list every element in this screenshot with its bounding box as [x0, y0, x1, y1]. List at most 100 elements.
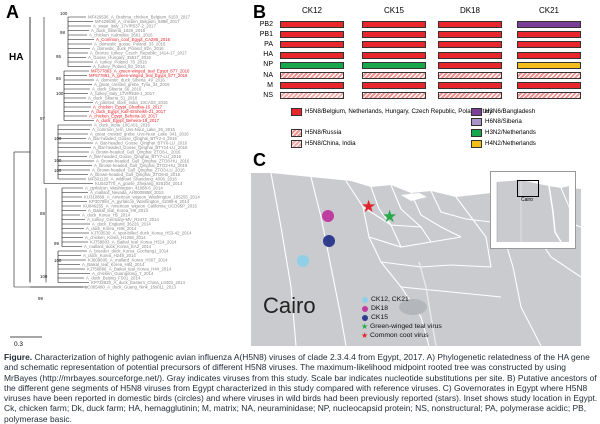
segment-bar-m: [517, 82, 581, 90]
tree-taxon-label: A_duck_England_36226_2014: [92, 222, 151, 227]
inset-city-label: Cairo: [521, 197, 533, 203]
star-common-coot: ★: [361, 197, 377, 216]
tree-taxon-label: A_turkey_Germany-MV_R2472_2014: [87, 217, 160, 222]
map-legend-row: CK12, CK21: [361, 295, 471, 304]
segment-row-label: NA: [263, 71, 273, 79]
segment-bar-np: [517, 61, 581, 69]
map-legend: CK12, CK21 DK18 CK15 ★ Green-winged teal vir…: [361, 295, 471, 340]
tree-taxon-label: A_painted_stork_India_10CA03_2016: [95, 100, 168, 105]
segment-legend-label: H6N8/Siberia: [485, 117, 522, 125]
segment-legend-swatch: [471, 129, 482, 137]
tree-taxon-label: KU310869_A_American_wigeon_Washington_19…: [84, 195, 200, 200]
tree-gene-label: HA: [9, 52, 23, 63]
segment-bar-pa: [438, 41, 502, 49]
tree-taxon-label: KU042770_A_goose_Zhejiang_925104_2014: [95, 181, 183, 186]
panel-a-label: A: [6, 2, 19, 22]
tree-branches: [13, 16, 94, 288]
segment-bar-na: [517, 72, 581, 79]
tree-taxon-label: KJ609600_A_mallard_Korea_H307_2014: [88, 258, 168, 263]
segment-bar-pa: [362, 41, 426, 49]
tree-taxon-label: A_swan_Italy_17VIR537-2_2017: [93, 24, 156, 29]
segment-bar-na: [280, 72, 344, 79]
tree-taxon-label: A_mallard_Nevada_AH0008958_2015: [90, 190, 164, 195]
caption-text: Characterization of highly pathogenic av…: [4, 352, 598, 424]
tree-bootstrap-label: 88: [40, 211, 45, 216]
tree-bootstrap-label: 99: [38, 296, 43, 301]
segment-legend-label: H4N2/Netherlands: [485, 139, 536, 147]
tree-bootstrap-label: 97: [40, 116, 45, 121]
segment-bar-ns: [438, 92, 502, 100]
tree-taxon-label: A_Baikal_teal_Korea_H9_2014: [88, 208, 149, 213]
tree-taxon-label: A_chicken_Kalmykia_2661_2016: [89, 33, 153, 38]
segment-bar-pb1: [280, 31, 344, 39]
segment-row-label: NP: [263, 61, 273, 69]
tree-taxon-label: MF429538_A_chicken_Belgium_5898_2017: [95, 19, 180, 24]
map-legend-label: Green-winged teal virus: [370, 323, 442, 330]
segment-legend-swatch: [471, 140, 482, 148]
tree-taxon-label: A_Bar-headed_Goose_Qinghai_BTY14-LU_2016: [93, 145, 188, 150]
tree-taxon-label: A_chicken_Egypt_Beheira-18_2017: [89, 114, 158, 119]
segment-bar-pb1: [362, 31, 426, 39]
tree-taxon-labels: MF429536_A_Brahma_chicken_Belgium_6153_2…: [82, 15, 200, 290]
tree-taxon-label: A_Brown-headed_Gull_Qinghai_ZTO6-L_2016: [91, 150, 181, 155]
segment-legend-label: H5N8/China, India: [305, 139, 356, 147]
segment-bar-pb1: [438, 31, 502, 39]
panel-b-label: B: [253, 2, 266, 22]
segment-bar-na: [438, 72, 502, 79]
tree-taxon-label: A_domestic_duck_Siberia_49_2016: [96, 78, 165, 83]
segment-bar-m: [280, 82, 344, 90]
segment-row-label: HA: [263, 51, 273, 59]
tree-taxon-label: A_chicken_Egypt_Gharbia-15_2017: [93, 105, 163, 110]
tree-taxon-label: A_Bar-headed_Goose_Qinghai_BTY6-LU_2016: [95, 141, 188, 146]
map-legend-row: DK18: [361, 304, 471, 313]
map-legend-label: CK15: [371, 314, 389, 321]
tree-bootstrap-label: 100: [54, 168, 62, 173]
egypt-inset-map: Cairo: [490, 171, 576, 249]
tree-taxon-label: MF601120_A_wildfowl_Shandong_4006_2016: [88, 177, 177, 182]
tree-taxon-label: A_Bar-headed_Goose_Qinghai_BTY2-4_2016: [88, 136, 177, 141]
tree-bootstrap-label: 95: [56, 54, 61, 59]
segment-bar-ha: [280, 51, 344, 59]
tree-taxon-label: A_duck_Korea_H249_2014: [83, 253, 136, 258]
tree-taxon-label: A_Goose_Hungary_35517_2016: [88, 55, 151, 60]
tree-taxon-label: A_Brown-headed_Gull_Qinghai_ZTO8-HU_2016: [96, 159, 190, 164]
segment-bar-pb2: [438, 21, 502, 28]
tree-taxon-label: A_gyrfalcon_Washington_41088-6_2014: [85, 186, 163, 191]
scale-bar-label: 0.3: [14, 341, 23, 348]
tree-taxon-label: A_great_crested_grebe_Tyva_34_2016: [94, 82, 170, 87]
tree-taxon-label: A_duck_Korea_H5_2014: [82, 213, 131, 218]
segment-bar-pb2: [517, 21, 581, 28]
tree-taxon-label: A_domestic_duck_Poland_82A_2016: [92, 46, 164, 51]
segment-legend-label: H5N8/Russia: [305, 128, 342, 136]
marker-dk18: [322, 210, 334, 222]
tree-taxon-label: A_duck_Siberia_56_2016: [92, 87, 142, 92]
tree-taxon-label: KJ758886_A_Baikal_teal_Korea_H44_2014: [87, 267, 172, 272]
segment-legend-label: H5N8/Belgium, Netherlands, Hungary, Czec…: [305, 107, 493, 115]
map-legend-star-icon: ★: [361, 330, 369, 340]
tree-bootstrap-label: 100: [56, 91, 64, 96]
tree-taxon-label: MF429536_A_Brahma_chicken_Belgium_6153_2…: [88, 15, 191, 20]
map-legend-row: ★ Green-winged teal virus: [361, 322, 471, 331]
segment-legend-swatch: [471, 108, 482, 116]
map-legend-star-icon: ★: [361, 321, 369, 331]
segment-bar-m: [438, 82, 502, 90]
tree-taxon-label: A_duck_Siberia_51_2016: [88, 96, 138, 101]
tree-taxon-label: A_duck_Egypt_Kafr-ElSheikh-21_2017: [91, 109, 166, 114]
segment-bar-ns: [280, 92, 344, 100]
tree-taxon-label: KP307984_A_gyrfalcon_Washington_41088-6_…: [89, 199, 190, 204]
segment-legend-swatch: [291, 140, 302, 148]
map-legend-label: DK18: [371, 305, 389, 312]
figure-caption: Figure. Characterization of highly patho…: [4, 352, 598, 424]
map-legend-label: CK12, CK21: [371, 296, 409, 303]
tree-taxon-label: A_Brown-headed_Gull_Qinghai_ZTO2-HU_2016: [94, 163, 188, 168]
tree-taxon-label: A_Bar-headed_Goose_Qinghai_BTY7-LU_2016: [89, 154, 182, 159]
tree-taxon-label: KJ758803_A_Baikal_teal_Korea_H514_2014: [90, 240, 177, 245]
segment-bar-ha: [362, 51, 426, 59]
tree-taxon-label: A_turkey_Poland_83_2016: [93, 64, 145, 69]
marker-ck15: [323, 235, 335, 247]
caption-lead: Figure.: [4, 352, 33, 362]
tree-taxon-label: A_duck_Siberia_1026_2016: [91, 28, 146, 33]
segment-legend-label: H3N2/Netherlands: [485, 128, 536, 136]
tree-taxon-label: A_Common_coot_Egypt_CA285_2016: [96, 37, 171, 42]
tree-bootstrap-label: 98: [60, 30, 65, 35]
